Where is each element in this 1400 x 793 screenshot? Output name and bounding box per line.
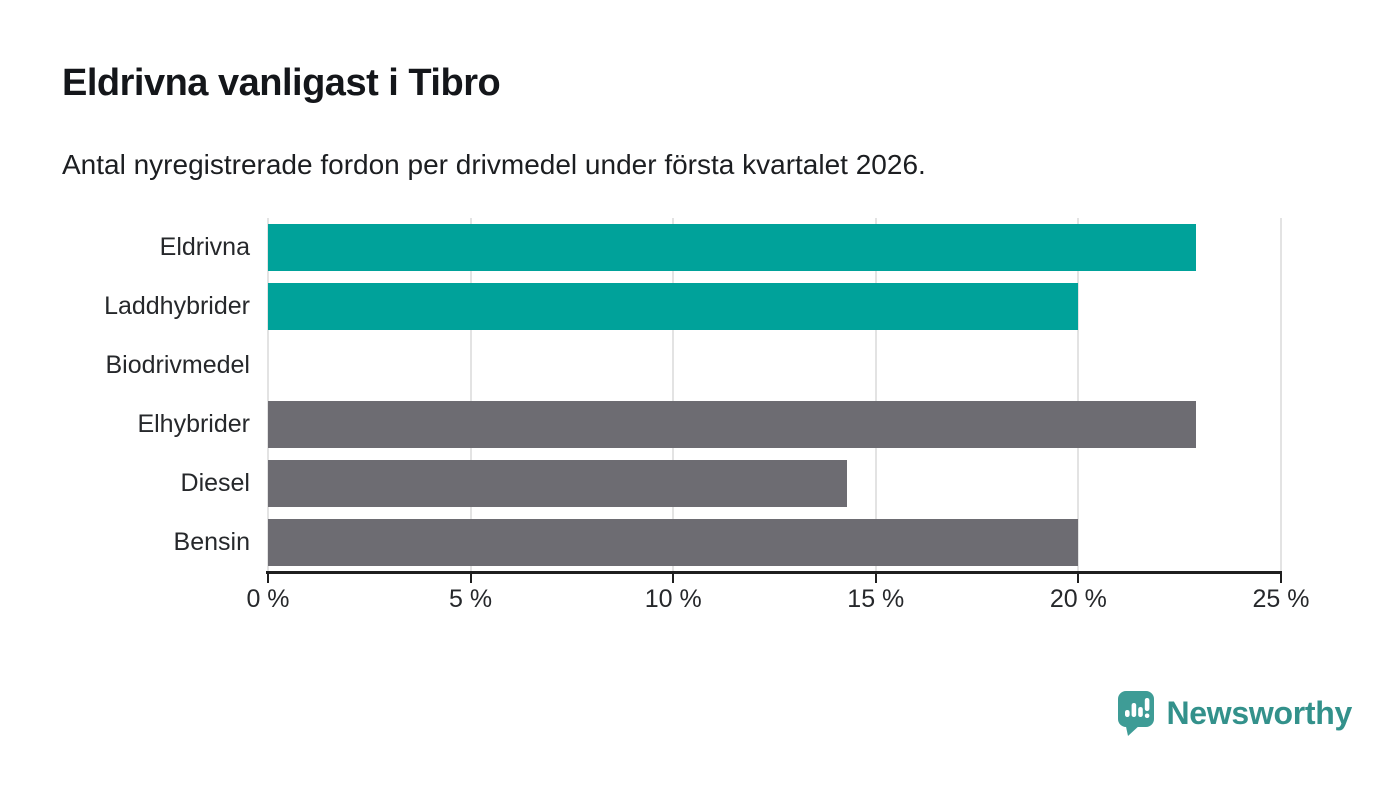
bar xyxy=(268,460,848,507)
bar xyxy=(268,401,1196,448)
gridline xyxy=(1280,218,1282,572)
axis-tick-label: 0 % xyxy=(246,585,290,613)
axis-tick-label: 20 % xyxy=(1049,585,1107,613)
page-title: Eldrivna vanligast i Tibro xyxy=(62,62,501,104)
gridline xyxy=(1077,218,1080,572)
category-label: Laddhybrider xyxy=(104,292,250,320)
bar xyxy=(268,224,1196,271)
chart-subtitle: Antal nyregistrerade fordon per drivmede… xyxy=(62,149,926,180)
brand-name: Newsworthy xyxy=(1166,694,1353,731)
axis-tick xyxy=(1280,574,1282,583)
bar xyxy=(268,519,1079,566)
category-label: Bensin xyxy=(173,528,250,556)
bar-chart: Eldrivna Laddhybrider Biodrivmedel Elhybrid… xyxy=(0,218,1400,618)
axis-tick-label: 15 % xyxy=(847,585,905,613)
axis-tick xyxy=(874,574,877,583)
bar-row xyxy=(268,336,1281,395)
newsworthy-badge-icon xyxy=(1117,691,1154,736)
gridline xyxy=(672,218,675,572)
gridline xyxy=(469,218,472,572)
bar xyxy=(268,283,1079,330)
gridline xyxy=(267,218,269,572)
y-axis-labels: Eldrivna Laddhybrider Biodrivmedel Elhybrid… xyxy=(0,218,250,572)
category-label: Biodrivmedel xyxy=(105,351,250,379)
plot-area xyxy=(267,218,1282,572)
bar-rows xyxy=(268,218,1281,572)
newsworthy-logo: Newsworthy xyxy=(1116,688,1353,738)
bar-row xyxy=(268,218,1281,277)
bar-row xyxy=(268,395,1281,454)
x-axis-line xyxy=(266,571,1282,574)
category-label: Eldrivna xyxy=(159,233,250,261)
gridline xyxy=(874,218,877,572)
axis-tick-label: 25 % xyxy=(1252,585,1310,613)
axis-tick xyxy=(672,574,675,583)
category-label: Elhybrider xyxy=(137,410,250,438)
bar-row xyxy=(268,513,1281,572)
bar-row xyxy=(268,277,1281,336)
axis-tick xyxy=(1077,574,1080,583)
category-label: Diesel xyxy=(180,469,250,497)
axis-tick xyxy=(469,574,472,583)
bar-row xyxy=(268,454,1281,513)
axis-tick-label: 10 % xyxy=(644,585,702,613)
axis-tick-label: 5 % xyxy=(449,585,493,613)
axis-tick xyxy=(267,574,269,583)
